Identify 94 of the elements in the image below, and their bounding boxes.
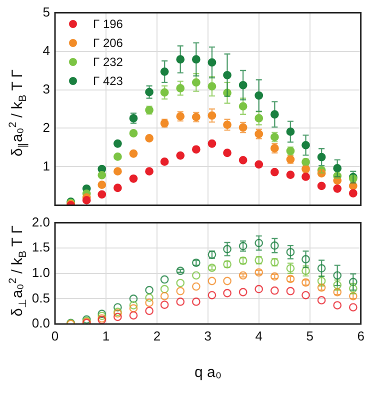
point [192,271,200,280]
point [302,255,310,264]
point [254,238,264,248]
point [270,168,279,176]
point [286,286,295,296]
point [254,160,264,169]
x-axis-title: q a₀ [194,364,222,381]
legend-label: Γ 423 [93,74,123,88]
point [317,276,326,286]
point [270,241,279,250]
point [208,264,216,272]
y-tick-label: 2 [42,120,50,135]
point [348,303,358,312]
point [145,306,154,316]
x-tick-label: 0 [51,328,59,344]
point [160,292,169,300]
point [176,266,185,276]
point [113,184,122,192]
point [129,149,138,158]
point [113,312,122,322]
point [82,196,91,204]
point [129,129,138,138]
point [176,286,185,296]
point [302,290,310,300]
y-tick-label: 1.5 [32,240,50,255]
y-tick-label: 0.0 [32,316,50,331]
point [348,189,358,198]
y-tick-label: 3 [42,81,50,96]
x-tick-label: 2 [153,328,161,344]
point [208,139,216,148]
point [129,301,138,310]
y-tick-label: 5 [42,4,50,20]
point [98,190,106,199]
point [238,271,248,280]
point [160,300,169,309]
y-tick-label: 2.0 [32,214,50,230]
y-tick-label: 4 [42,42,50,58]
point [176,298,185,306]
legend-label: Γ 206 [93,36,123,50]
x-tick-label: 1 [102,328,110,344]
point [176,278,185,288]
point [223,288,232,298]
legend-label: Γ 232 [93,54,123,68]
point [145,134,154,142]
y-tick-label: 0.5 [32,290,50,306]
x-tick-label: 3 [204,328,212,344]
point [113,152,122,161]
point [98,170,106,180]
point [270,286,279,295]
point [238,156,248,164]
point [113,167,122,176]
point [113,139,122,148]
point [223,244,232,254]
point [286,248,295,256]
point [192,145,200,154]
x-tick-label: 4 [255,328,262,344]
point [176,151,185,160]
point [348,284,358,293]
point [192,282,200,291]
point [333,301,342,310]
point [145,167,154,176]
point [129,304,138,313]
point [317,264,326,273]
point [317,182,326,190]
point [145,286,154,294]
x-tick-label: 6 [357,328,364,344]
point [333,280,342,290]
point [208,290,216,300]
point [129,294,138,303]
point [286,170,295,179]
point [113,303,122,312]
point [333,184,342,193]
x-tick-label: 5 [306,328,314,344]
point [302,172,310,181]
point [160,284,169,294]
point [145,293,154,302]
point [129,311,138,320]
point [223,148,232,158]
point [348,278,358,286]
point [145,298,154,307]
point [208,276,216,286]
point [333,271,342,280]
point [98,180,106,190]
point [317,296,326,304]
y-tick-label: 1 [42,158,50,174]
legend-label: Γ 196 [93,16,123,30]
point [223,276,232,286]
point [160,275,169,284]
point [192,298,200,306]
point [129,174,138,183]
point [254,284,264,294]
y-tick-label: 1.0 [32,264,50,280]
point [160,158,169,166]
point [238,288,248,296]
